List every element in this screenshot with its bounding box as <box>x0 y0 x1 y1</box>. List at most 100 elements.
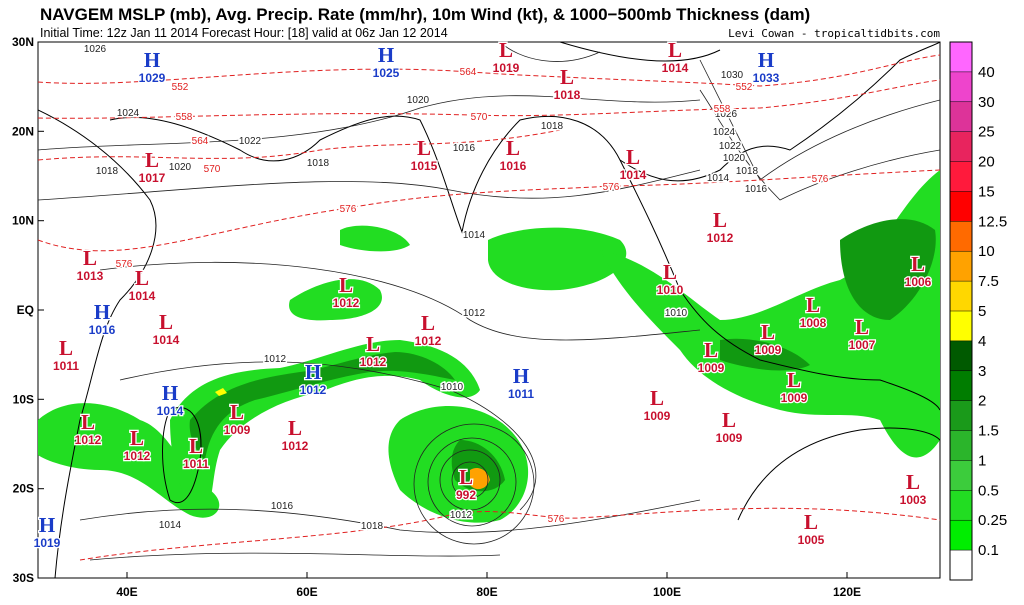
colorbar-bin <box>950 161 972 192</box>
center-letter: L <box>288 416 302 440</box>
center-letter: H <box>758 48 774 72</box>
center-letter: L <box>626 145 640 169</box>
center-value: 1011 <box>508 387 534 401</box>
isobar-label: 1012 <box>450 510 473 521</box>
colorbar-bin <box>950 191 972 222</box>
colorbar-bin <box>950 42 972 72</box>
coastlines <box>38 42 940 578</box>
center-value: 1009 <box>781 391 808 405</box>
lat-label: 20N <box>12 124 34 138</box>
colorbar-label: 15 <box>978 183 995 200</box>
thickness-label: 576 <box>548 514 565 525</box>
center-letter: L <box>145 148 159 172</box>
center-value: 1012 <box>300 383 327 397</box>
colorbar-label: 3 <box>978 363 986 380</box>
center-value: 1033 <box>753 71 780 85</box>
center-letter: L <box>506 136 520 160</box>
isobar-label: 1020 <box>169 162 192 173</box>
center-value: 1014 <box>662 61 689 75</box>
center-letter: L <box>459 465 473 489</box>
center-letter: L <box>761 320 775 344</box>
center-letter: H <box>513 364 529 388</box>
isobar-label: 1018 <box>361 521 384 532</box>
center-value: 1009 <box>698 361 725 375</box>
colorbar-bin <box>950 311 972 341</box>
isobar-label: 1016 <box>271 501 294 512</box>
center-value: 1014 <box>157 404 184 418</box>
isobar-label: 1024 <box>117 108 140 119</box>
center-letter: L <box>787 368 801 392</box>
center-value: 1008 <box>800 316 827 330</box>
lon-label: 120E <box>833 585 861 599</box>
center-value: 1013 <box>77 269 104 283</box>
center-value: 1029 <box>139 71 166 85</box>
center-letter: L <box>560 65 574 89</box>
colorbar-bin <box>950 490 972 521</box>
isobar-label: 1030 <box>721 70 744 81</box>
center-letter: L <box>650 386 664 410</box>
thickness-label: 552 <box>736 82 753 93</box>
center-value: 1016 <box>500 159 527 173</box>
contour-labels: 1026 1024 1022 1018 1020 1016 1018 1014 1012 1012… <box>82 43 830 534</box>
thickness-label: 564 <box>460 67 477 78</box>
lon-label: 40E <box>116 585 137 599</box>
colorbar-bin <box>950 101 972 132</box>
center-value: 1017 <box>139 171 166 185</box>
isobar-label: 1026 <box>715 109 738 120</box>
isobar-label: 1010 <box>665 308 688 319</box>
lat-label: 30S <box>13 571 34 585</box>
center-value: 1016 <box>89 323 116 337</box>
center-letter: L <box>855 315 869 339</box>
center-letter: L <box>806 293 820 317</box>
center-letter: L <box>130 426 144 450</box>
center-letter: H <box>305 360 321 384</box>
credit: Levi Cowan - tropicaltidbits.com <box>728 27 940 40</box>
center-value: 1019 <box>493 61 520 75</box>
center-value: 1010 <box>657 283 684 297</box>
center-value: 1012 <box>75 433 102 447</box>
center-letter: L <box>663 260 677 284</box>
thickness-label: 576 <box>340 204 357 215</box>
isobars <box>38 42 940 561</box>
center-letter: L <box>159 310 173 334</box>
thickness-label: 564 <box>192 136 209 147</box>
colorbar-bin <box>950 370 972 401</box>
center-value: 1012 <box>360 355 387 369</box>
thickness-label: 570 <box>204 164 221 175</box>
center-value: 1012 <box>333 296 360 310</box>
isobar-label: 1012 <box>264 354 287 365</box>
center-value: 1011 <box>183 457 209 471</box>
thickness-label: 558 <box>176 112 193 123</box>
center-letter: L <box>704 338 718 362</box>
lat-label: 10N <box>12 214 34 228</box>
center-value: 1009 <box>716 431 743 445</box>
center-letter: L <box>499 38 513 62</box>
center-letter: L <box>804 510 818 534</box>
colorbar-label: 1.5 <box>978 423 999 440</box>
lat-label: 10S <box>13 392 34 406</box>
center-value: 1014 <box>129 289 156 303</box>
isobar-label: 1014 <box>707 173 730 184</box>
isobar-label: 1012 <box>463 308 486 319</box>
isobar-label: 1026 <box>84 44 107 55</box>
isobar-label: 1024 <box>713 127 736 138</box>
center-letter: L <box>713 208 727 232</box>
colorbar-bin <box>950 221 972 252</box>
axes: 30N 20N 10N EQ 10S 20S 30S 40E 60E 80E 100E 120E <box>12 35 861 599</box>
map-layers <box>38 42 940 578</box>
subtitle: Initial Time: 12z Jan 11 2014 Forecast H… <box>40 26 448 40</box>
isobar-label: 1018 <box>736 166 759 177</box>
center-value: 1025 <box>373 66 400 80</box>
lat-label: 30N <box>12 35 34 49</box>
center-value: 1012 <box>415 334 442 348</box>
colorbar: 40 30 25 20 15 12.5 10 7.5 5 4 3 2 1.5 1 0.5 0.25 0.1 <box>949 41 1007 581</box>
isobar-label: 1016 <box>453 143 476 154</box>
center-letter: L <box>189 434 203 458</box>
colorbar-label: 12.5 <box>978 213 1007 230</box>
center-value: 1018 <box>554 88 581 102</box>
center-letter: L <box>135 266 149 290</box>
isobar-label: 1018 <box>541 121 564 132</box>
center-value: 1009 <box>755 343 782 357</box>
center-value: 1012 <box>282 439 309 453</box>
